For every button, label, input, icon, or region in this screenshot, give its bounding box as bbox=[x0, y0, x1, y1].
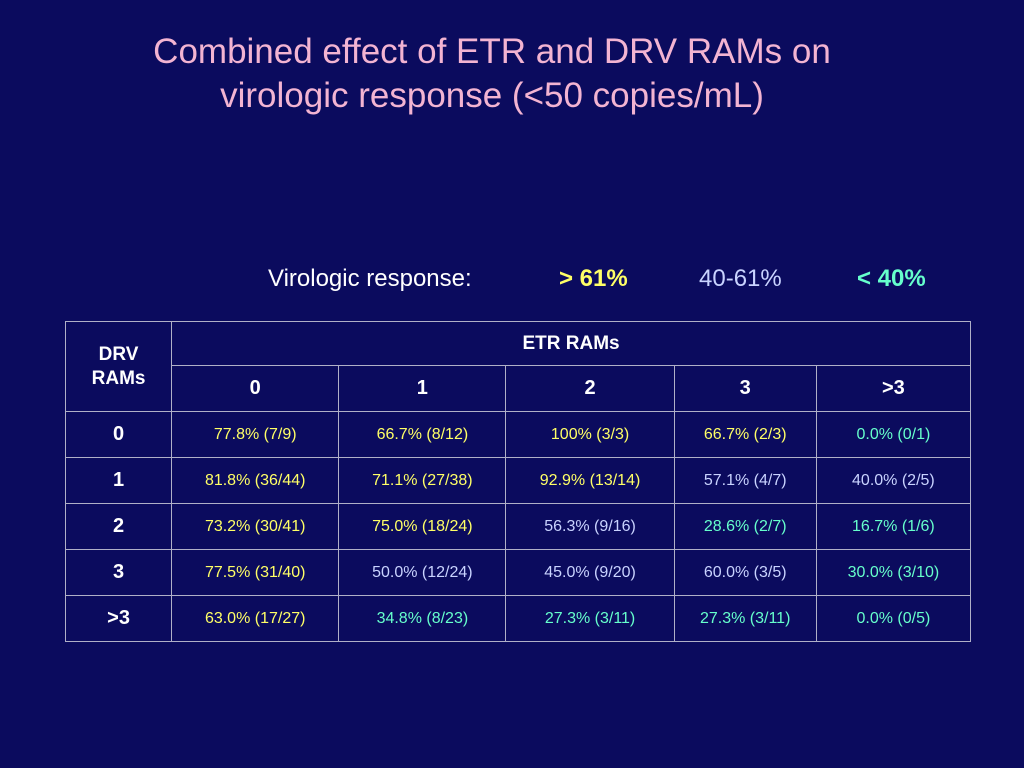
row-header: 0 bbox=[64, 411, 173, 458]
drv-header-line-2: RAMs bbox=[91, 367, 146, 389]
legend-label: Virologic response: bbox=[268, 265, 472, 292]
title-line-2: virologic response (<50 copies/mL) bbox=[220, 76, 764, 115]
data-cell: 71.1% (27/38) bbox=[338, 457, 507, 504]
data-cell: 0.0% (0/5) bbox=[815, 595, 972, 642]
column-header: >3 bbox=[815, 365, 972, 412]
legend-low-response: < 40% bbox=[857, 265, 926, 292]
table-row: 3 77.5% (31/40) 50.0% (12/24) 45.0% (9/2… bbox=[64, 549, 972, 596]
slide-title: Combined effect of ETR and DRV RAMs on v… bbox=[40, 30, 944, 118]
data-cell: 100% (3/3) bbox=[505, 411, 675, 458]
data-cell: 56.3% (9/16) bbox=[505, 503, 675, 550]
column-header: 3 bbox=[673, 365, 817, 412]
data-cell: 63.0% (17/27) bbox=[171, 595, 340, 642]
data-cell: 50.0% (12/24) bbox=[338, 549, 507, 596]
data-cell: 27.3% (3/11) bbox=[505, 595, 675, 642]
data-cell: 40.0% (2/5) bbox=[815, 457, 972, 504]
data-cell: 77.5% (31/40) bbox=[171, 549, 340, 596]
data-cell: 66.7% (8/12) bbox=[338, 411, 507, 458]
data-cell: 77.8% (7/9) bbox=[171, 411, 340, 458]
data-cell: 34.8% (8/23) bbox=[338, 595, 507, 642]
column-header-row: 0 1 2 3 >3 bbox=[66, 365, 972, 412]
data-cell: 73.2% (30/41) bbox=[171, 503, 340, 550]
data-cell: 81.8% (36/44) bbox=[171, 457, 340, 504]
virologic-response-legend: Virologic response: > 61% 40-61% < 40% bbox=[0, 262, 1024, 296]
data-cell: 0.0% (0/1) bbox=[815, 411, 972, 458]
column-header: 1 bbox=[338, 365, 507, 412]
table-row: 1 81.8% (36/44) 71.1% (27/38) 92.9% (13/… bbox=[64, 457, 972, 504]
title-line-1: Combined effect of ETR and DRV RAMs on bbox=[153, 32, 831, 71]
data-cell: 27.3% (3/11) bbox=[673, 595, 817, 642]
drv-rams-header: DRV RAMs bbox=[64, 321, 173, 412]
legend-mid-response: 40-61% bbox=[699, 265, 782, 292]
table-row: 2 73.2% (30/41) 75.0% (18/24) 56.3% (9/1… bbox=[64, 503, 972, 550]
table-header-row: DRV RAMs ETR RAMs bbox=[64, 321, 971, 412]
row-header: 2 bbox=[64, 503, 173, 550]
table-row: 0 77.8% (7/9) 66.7% (8/12) 100% (3/3) 66… bbox=[64, 411, 972, 458]
column-header: 0 bbox=[171, 365, 340, 412]
column-header: 2 bbox=[505, 365, 675, 412]
row-header: 3 bbox=[64, 549, 173, 596]
legend-high-response: > 61% bbox=[559, 265, 628, 292]
data-cell: 28.6% (2/7) bbox=[673, 503, 817, 550]
drv-header-line-1: DRV bbox=[98, 343, 139, 365]
data-cell: 60.0% (3/5) bbox=[673, 549, 817, 596]
data-cell: 75.0% (18/24) bbox=[338, 503, 507, 550]
data-cell: 66.7% (2/3) bbox=[673, 411, 817, 458]
data-cell: 45.0% (9/20) bbox=[505, 549, 675, 596]
data-cell: 92.9% (13/14) bbox=[505, 457, 675, 504]
table-row: >3 63.0% (17/27) 34.8% (8/23) 27.3% (3/1… bbox=[64, 595, 972, 642]
etr-rams-header: ETR RAMs bbox=[171, 321, 971, 366]
row-header: 1 bbox=[64, 457, 173, 504]
row-header: >3 bbox=[64, 595, 173, 642]
data-cell: 30.0% (3/10) bbox=[815, 549, 972, 596]
data-cell: 16.7% (1/6) bbox=[815, 503, 972, 550]
data-cell: 57.1% (4/7) bbox=[673, 457, 817, 504]
response-table: DRV RAMs ETR RAMs 0 1 2 3 >3 0 77.8% (7/… bbox=[64, 321, 972, 642]
